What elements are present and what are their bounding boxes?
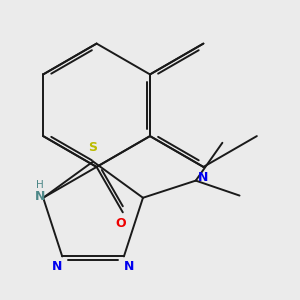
Text: O: O [115, 217, 126, 230]
Text: H: H [36, 180, 44, 190]
Text: S: S [88, 141, 98, 154]
Text: N: N [124, 260, 134, 273]
Text: N: N [35, 190, 45, 203]
Text: N: N [52, 260, 62, 273]
Text: N: N [198, 171, 208, 184]
